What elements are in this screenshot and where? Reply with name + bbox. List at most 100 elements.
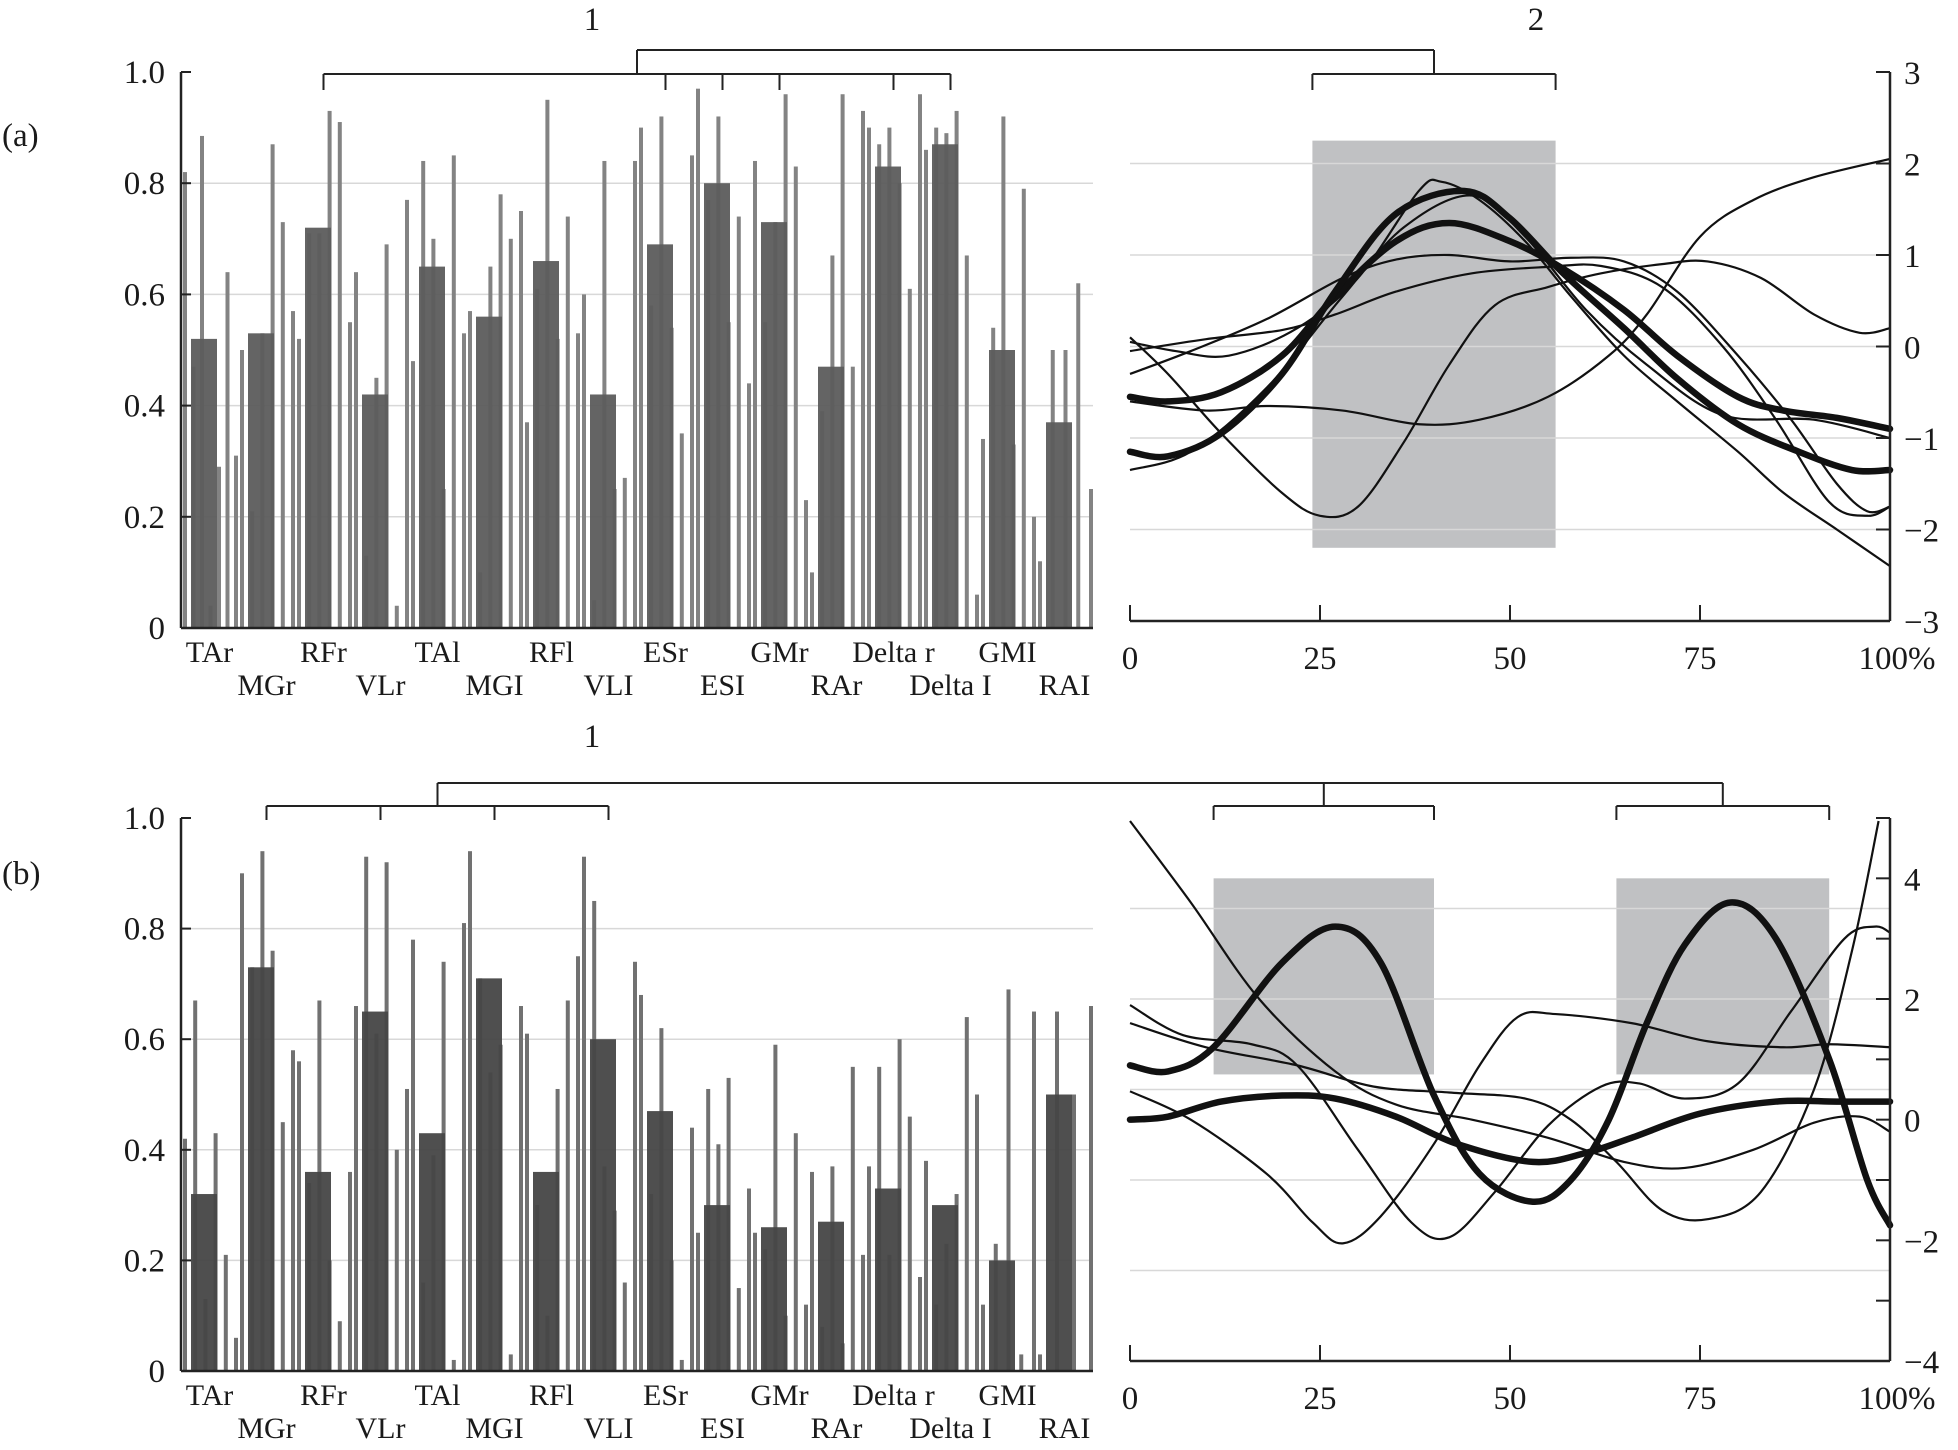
muscle-group-VLr — [354, 856, 409, 1371]
bar-y-tick-label: 0.6 — [124, 277, 165, 313]
thin-curve — [1129, 1010, 1891, 1245]
line-y-tick-label: 4 — [1904, 862, 1921, 898]
individual-bar — [337, 1321, 342, 1371]
line-x-tick-label: 50 — [1494, 1381, 1527, 1417]
individual-bar — [234, 1337, 238, 1371]
individual-bar — [622, 477, 627, 628]
muscle-group-VLl — [582, 160, 637, 628]
individual-bar — [639, 994, 643, 1371]
category-label: RAI — [1039, 1412, 1091, 1445]
muscle-group-RAl — [1038, 1006, 1093, 1371]
individual-bar — [217, 466, 221, 628]
line-y-tick-label: 0 — [1904, 1104, 1921, 1140]
individual-bar — [1038, 1354, 1042, 1371]
individual-bar — [964, 255, 969, 629]
individual-bar — [867, 127, 871, 628]
individual-bar — [747, 1188, 751, 1371]
cluster-label: 1 — [584, 719, 601, 755]
mean-bar — [191, 1194, 217, 1371]
line-x-tick-label: 0 — [1122, 1381, 1139, 1417]
line-y-tick-label: 3 — [1904, 56, 1921, 92]
individual-bar — [508, 238, 513, 629]
bar-y-tick-label: 0.6 — [124, 1022, 165, 1058]
muscle-group-TAl — [411, 155, 466, 629]
category-label: RFl — [529, 636, 574, 669]
line-x-tick-label: 100% — [1859, 641, 1936, 677]
individual-bar — [981, 438, 985, 628]
mean-bar — [476, 316, 502, 628]
individual-bar — [576, 956, 580, 1371]
individual-bar — [291, 1050, 295, 1371]
line-y-tick-label: −2 — [1904, 1224, 1939, 1260]
muscle-group-Delta-r — [867, 94, 922, 629]
mean-bar — [761, 1227, 787, 1371]
mean-bar — [419, 266, 445, 628]
individual-bar — [462, 923, 466, 1371]
muscle-group-TAl — [411, 923, 466, 1371]
shaded-interval — [1213, 878, 1434, 1075]
individual-bar — [519, 1006, 523, 1371]
muscle-group-VLr — [354, 199, 409, 629]
individual-bar — [1021, 188, 1026, 628]
mean-bar — [191, 338, 217, 628]
individual-bar — [861, 1254, 865, 1371]
mean-bar — [533, 261, 559, 628]
individual-bar — [1089, 489, 1093, 628]
individual-bar — [1006, 989, 1011, 1371]
muscle-group-RFr — [297, 110, 352, 629]
individual-bar — [348, 322, 352, 628]
individual-bar — [975, 594, 979, 628]
individual-bar — [240, 350, 244, 628]
individual-bar — [468, 311, 472, 628]
individual-bar — [753, 1232, 757, 1371]
individual-bar — [234, 455, 238, 628]
mean-bar — [875, 1188, 901, 1371]
line-x-tick-label: 25 — [1304, 1381, 1337, 1417]
individual-bar — [223, 1254, 228, 1371]
mean-bar — [305, 1171, 331, 1371]
individual-bar — [810, 1171, 814, 1371]
cluster-dendrogram — [265, 782, 1831, 820]
muscle-group-TAr — [183, 1000, 238, 1371]
individual-bar — [633, 961, 637, 1371]
individual-bar — [1072, 1094, 1076, 1371]
mean-bar — [932, 144, 958, 628]
individual-bar — [394, 605, 399, 628]
mean-bar — [248, 333, 274, 628]
individual-bar — [639, 127, 643, 628]
panel-label: (b) — [2, 856, 40, 892]
individual-bar — [679, 1359, 684, 1371]
bar-y-tick-label: 0.2 — [124, 500, 165, 536]
individual-bar — [525, 1033, 529, 1371]
muscle-group-ESl — [696, 88, 751, 629]
muscle-group-Delta-l — [924, 110, 979, 629]
individual-bar — [582, 856, 586, 1371]
bar-y-tick-label: 1.0 — [124, 801, 165, 837]
individual-bar — [468, 851, 472, 1371]
individual-bar — [1019, 1354, 1024, 1371]
individual-bar — [354, 1006, 358, 1371]
individual-bar — [183, 172, 187, 628]
category-label: ESr — [643, 1379, 688, 1412]
category-label: RAr — [811, 1412, 863, 1445]
category-label: VLr — [356, 1412, 406, 1445]
category-label: MGI — [465, 1412, 523, 1445]
individual-bar — [280, 222, 285, 628]
mean-bar — [932, 1205, 958, 1371]
line-y-tick-label: 2 — [1904, 983, 1921, 1019]
line-y-tick-label: 1 — [1904, 239, 1921, 275]
thin-curve — [1129, 178, 1891, 568]
individual-bar — [736, 1288, 741, 1371]
individual-bar — [1089, 1006, 1093, 1371]
muscle-group-RFl — [525, 956, 580, 1371]
individual-bar — [354, 272, 358, 628]
mean-bar — [989, 350, 1015, 628]
individual-bar — [411, 361, 415, 628]
line-y-tick-label: −1 — [1904, 422, 1939, 458]
bar-y-tick-label: 0 — [149, 1354, 166, 1390]
muscle-group-GMr — [753, 94, 808, 629]
category-label: TAl — [415, 636, 461, 669]
individual-bar — [918, 1276, 922, 1371]
individual-bar — [975, 1094, 979, 1371]
muscle-group-ESl — [696, 1077, 751, 1371]
